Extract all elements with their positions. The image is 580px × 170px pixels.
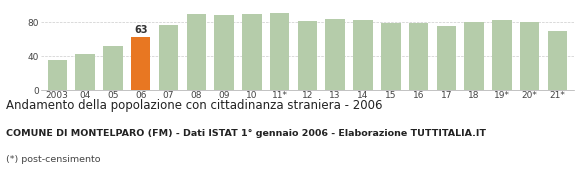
- Bar: [159, 25, 178, 90]
- Bar: [381, 23, 401, 90]
- Bar: [187, 14, 206, 90]
- Text: Andamento della popolazione con cittadinanza straniera - 2006: Andamento della popolazione con cittadin…: [6, 99, 382, 112]
- Bar: [520, 22, 539, 90]
- Bar: [548, 31, 567, 90]
- Text: (*) post-censimento: (*) post-censimento: [6, 155, 100, 164]
- Bar: [465, 22, 484, 90]
- Bar: [131, 37, 150, 90]
- Text: COMUNE DI MONTELPARO (FM) - Dati ISTAT 1° gennaio 2006 - Elaborazione TUTTITALIA: COMUNE DI MONTELPARO (FM) - Dati ISTAT 1…: [6, 129, 486, 138]
- Bar: [492, 20, 512, 90]
- Bar: [75, 54, 95, 90]
- Bar: [214, 15, 234, 90]
- Bar: [270, 13, 289, 90]
- Bar: [353, 20, 373, 90]
- Bar: [298, 21, 317, 90]
- Bar: [242, 14, 262, 90]
- Text: 63: 63: [134, 25, 147, 35]
- Bar: [437, 26, 456, 90]
- Bar: [48, 60, 67, 90]
- Bar: [325, 19, 345, 90]
- Bar: [103, 46, 122, 90]
- Bar: [409, 23, 428, 90]
